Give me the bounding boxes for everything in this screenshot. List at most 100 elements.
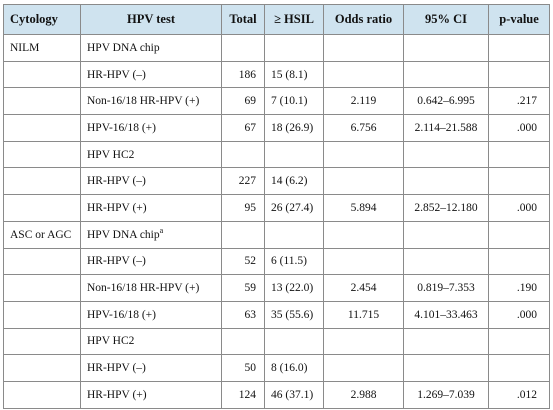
total-cell: 186 (221, 60, 265, 89)
hpv-results-table: Cytology HPV test Total ≥ HSIL Odds rati… (3, 4, 550, 409)
hpv-test-cell: HPV-16/18 (+) (80, 114, 222, 142)
odds-ratio-cell: 5.894 (323, 194, 404, 222)
hpv-test-label: HPV DNA chip (87, 41, 160, 54)
header-hsil: ≥ HSIL (264, 4, 324, 35)
p-value-cell (488, 247, 550, 276)
ci-cell (403, 140, 489, 169)
table-row: ASC or AGC HPV DNA chipa (3, 220, 550, 249)
ci-cell (403, 60, 489, 89)
total-cell (221, 220, 265, 249)
ci-cell: 2.114–21.588 (403, 114, 489, 142)
hpv-test-label: HPV HC2 (87, 148, 135, 161)
hsil-cell (264, 140, 324, 169)
cytology-cell (3, 354, 81, 382)
hpv-test-label: HPV HC2 (87, 335, 135, 348)
p-value-cell (488, 220, 550, 249)
total-cell (221, 327, 265, 356)
hsil-cell: 46 (37.1) (264, 380, 324, 409)
p-value-cell (488, 354, 550, 382)
p-value-cell (488, 167, 550, 196)
hpv-test-label: HR-HPV (+) (87, 201, 147, 214)
table-row: NILM HPV DNA chip (3, 34, 550, 62)
odds-ratio-cell: 2.454 (323, 274, 404, 302)
hpv-test-label: HR-HPV (–) (87, 362, 146, 375)
cytology-cell (3, 194, 81, 222)
table-body: NILM HPV DNA chip HR-HPV (–) 186 15 (8.1) Non… (3, 34, 550, 409)
cytology-cell (3, 300, 81, 329)
odds-ratio-cell: 11.715 (323, 300, 404, 329)
ci-cell: 4.101–33.463 (403, 300, 489, 329)
cytology-cell (3, 380, 81, 409)
odds-ratio-cell (323, 354, 404, 382)
cytology-cell (3, 247, 81, 276)
header-odds-ratio: Odds ratio (323, 4, 404, 35)
p-value-cell (488, 34, 550, 62)
hpv-test-cell: HR-HPV (+) (80, 194, 222, 222)
hpv-test-label: HR-HPV (–) (87, 255, 146, 268)
total-cell: 95 (221, 194, 265, 222)
total-cell: 124 (221, 380, 265, 409)
header-total: Total (221, 4, 265, 35)
table-row: HR-HPV (–) 52 6 (11.5) (3, 247, 550, 276)
total-cell (221, 34, 265, 62)
hpv-test-label: HR-HPV (–) (87, 175, 146, 188)
cytology-cell (3, 60, 81, 89)
total-cell (221, 140, 265, 169)
hpv-test-cell: HR-HPV (–) (80, 60, 222, 89)
ci-cell: 0.642–6.995 (403, 87, 489, 116)
cytology-cell (3, 274, 81, 302)
hsil-cell: 8 (16.0) (264, 354, 324, 382)
table-container: Cytology HPV test Total ≥ HSIL Odds rati… (3, 4, 550, 409)
total-cell: 59 (221, 274, 265, 302)
table-row: HR-HPV (–) 50 8 (16.0) (3, 354, 550, 382)
table-row: HPV-16/18 (+) 63 35 (55.6) 11.715 4.101–33.4… (3, 300, 550, 329)
p-value-cell (488, 60, 550, 89)
total-cell: 63 (221, 300, 265, 329)
total-cell: 69 (221, 87, 265, 116)
hsil-cell (264, 327, 324, 356)
hpv-test-cell: HPV HC2 (80, 140, 222, 169)
total-cell: 227 (221, 167, 265, 196)
table-row: HPV HC2 (3, 327, 550, 356)
odds-ratio-cell (323, 247, 404, 276)
hpv-test-label: Non-16/18 HR-HPV (+) (87, 282, 200, 295)
odds-ratio-cell: 2.988 (323, 380, 404, 409)
hpv-test-cell: HPV DNA chipa (80, 220, 222, 249)
hsil-cell: 13 (22.0) (264, 274, 324, 302)
cytology-cell (3, 140, 81, 169)
table-row: HPV HC2 (3, 140, 550, 169)
table-row: Non-16/18 HR-HPV (+) 69 7 (10.1) 2.119 0.642… (3, 87, 550, 116)
header-hpv-test: HPV test (80, 4, 222, 35)
hpv-test-label: HPV DNA chip (87, 228, 160, 241)
table-row: HPV-16/18 (+) 67 18 (26.9) 6.756 2.114–21.58… (3, 114, 550, 142)
ci-cell: 0.819–7.353 (403, 274, 489, 302)
hsil-cell: 18 (26.9) (264, 114, 324, 142)
table-row: HR-HPV (–) 227 14 (6.2) (3, 167, 550, 196)
total-cell: 67 (221, 114, 265, 142)
cytology-cell (3, 327, 81, 356)
hpv-test-label: HR-HPV (–) (87, 68, 146, 81)
odds-ratio-cell: 2.119 (323, 87, 404, 116)
p-value-cell: .012 (488, 380, 550, 409)
cytology-cell: NILM (3, 34, 81, 62)
cytology-cell: ASC or AGC (3, 220, 81, 249)
ci-cell (403, 354, 489, 382)
header-row: Cytology HPV test Total ≥ HSIL Odds rati… (3, 4, 550, 35)
hpv-test-cell: Non-16/18 HR-HPV (+) (80, 274, 222, 302)
ci-cell (403, 247, 489, 276)
hpv-test-cell: HR-HPV (+) (80, 380, 222, 409)
ci-cell: 2.852–12.180 (403, 194, 489, 222)
p-value-cell: .217 (488, 87, 550, 116)
ci-cell (403, 220, 489, 249)
hsil-cell: 15 (8.1) (264, 60, 324, 89)
header-ci: 95% CI (403, 4, 489, 35)
cytology-cell (3, 87, 81, 116)
total-cell: 50 (221, 354, 265, 382)
odds-ratio-cell (323, 34, 404, 62)
hpv-test-cell: HPV HC2 (80, 327, 222, 356)
header-p-value: p-value (488, 4, 550, 35)
hsil-cell (264, 34, 324, 62)
p-value-cell: .000 (488, 194, 550, 222)
hpv-test-label: HR-HPV (+) (87, 388, 147, 401)
ci-cell (403, 34, 489, 62)
